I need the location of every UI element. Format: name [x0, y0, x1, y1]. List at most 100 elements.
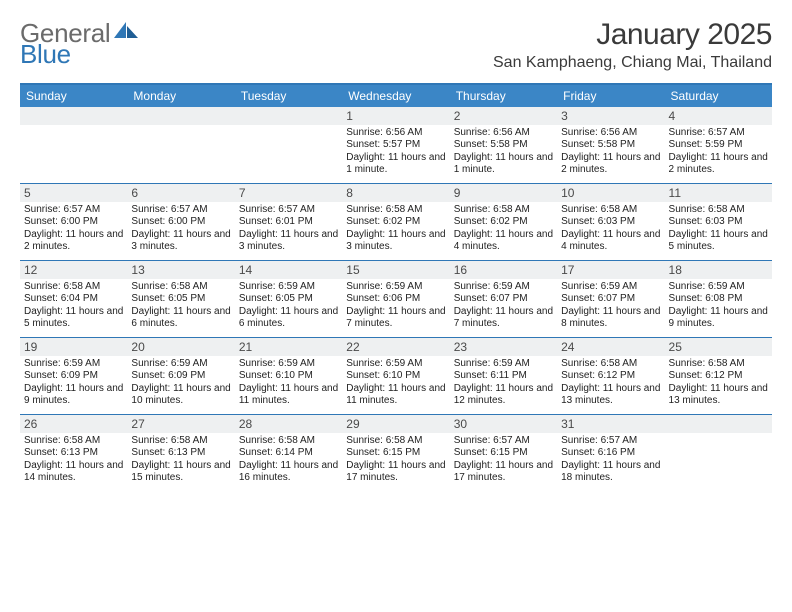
day-cell: 28Sunrise: 6:58 AMSunset: 6:14 PMDayligh…: [235, 415, 342, 491]
day-body: Sunrise: 6:58 AMSunset: 6:12 PMDaylight:…: [557, 356, 664, 414]
sunset-line: Sunset: 6:02 PM: [454, 216, 553, 229]
day-cell: 10Sunrise: 6:58 AMSunset: 6:03 PMDayligh…: [557, 184, 664, 260]
daylight-line: Daylight: 11 hours and 5 minutes.: [24, 306, 123, 331]
day-number: [20, 107, 127, 125]
day-number: 2: [450, 107, 557, 125]
daylight-line: Daylight: 11 hours and 5 minutes.: [669, 229, 768, 254]
day-body: Sunrise: 6:59 AMSunset: 6:11 PMDaylight:…: [450, 356, 557, 414]
day-number: 29: [342, 415, 449, 433]
week-row: 19Sunrise: 6:59 AMSunset: 6:09 PMDayligh…: [20, 337, 772, 414]
day-cell: 26Sunrise: 6:58 AMSunset: 6:13 PMDayligh…: [20, 415, 127, 491]
day-number: 31: [557, 415, 664, 433]
day-body: [665, 433, 772, 485]
sunrise-line: Sunrise: 6:59 AM: [454, 358, 553, 371]
dow-saturday: Saturday: [665, 85, 772, 107]
sunrise-line: Sunrise: 6:58 AM: [131, 435, 230, 448]
day-cell: [665, 415, 772, 491]
month-title: January 2025: [493, 18, 772, 52]
daylight-line: Daylight: 11 hours and 13 minutes.: [669, 383, 768, 408]
daylight-line: Daylight: 11 hours and 3 minutes.: [346, 229, 445, 254]
daylight-line: Daylight: 11 hours and 1 minute.: [346, 152, 445, 177]
daylight-line: Daylight: 11 hours and 13 minutes.: [561, 383, 660, 408]
dow-wednesday: Wednesday: [342, 85, 449, 107]
dow-tuesday: Tuesday: [235, 85, 342, 107]
sunset-line: Sunset: 6:07 PM: [454, 293, 553, 306]
daylight-line: Daylight: 11 hours and 7 minutes.: [346, 306, 445, 331]
day-cell: 29Sunrise: 6:58 AMSunset: 6:15 PMDayligh…: [342, 415, 449, 491]
brand-part2: Blue: [20, 39, 71, 69]
day-body: Sunrise: 6:56 AMSunset: 5:58 PMDaylight:…: [450, 125, 557, 183]
day-cell: 7Sunrise: 6:57 AMSunset: 6:01 PMDaylight…: [235, 184, 342, 260]
daylight-line: Daylight: 11 hours and 9 minutes.: [24, 383, 123, 408]
daylight-line: Daylight: 11 hours and 11 minutes.: [346, 383, 445, 408]
day-body: Sunrise: 6:57 AMSunset: 6:00 PMDaylight:…: [20, 202, 127, 260]
day-number: 16: [450, 261, 557, 279]
sunset-line: Sunset: 5:58 PM: [454, 139, 553, 152]
day-body: Sunrise: 6:59 AMSunset: 6:08 PMDaylight:…: [665, 279, 772, 337]
day-body: Sunrise: 6:56 AMSunset: 5:58 PMDaylight:…: [557, 125, 664, 183]
day-cell: 14Sunrise: 6:59 AMSunset: 6:05 PMDayligh…: [235, 261, 342, 337]
sunset-line: Sunset: 5:59 PM: [669, 139, 768, 152]
sunrise-line: Sunrise: 6:59 AM: [669, 281, 768, 294]
daylight-line: Daylight: 11 hours and 2 minutes.: [561, 152, 660, 177]
sunset-line: Sunset: 6:02 PM: [346, 216, 445, 229]
day-body: Sunrise: 6:57 AMSunset: 5:59 PMDaylight:…: [665, 125, 772, 183]
day-number: 13: [127, 261, 234, 279]
sunrise-line: Sunrise: 6:56 AM: [454, 127, 553, 140]
sunset-line: Sunset: 6:11 PM: [454, 370, 553, 383]
daylight-line: Daylight: 11 hours and 10 minutes.: [131, 383, 230, 408]
day-body: Sunrise: 6:58 AMSunset: 6:14 PMDaylight:…: [235, 433, 342, 491]
sunrise-line: Sunrise: 6:57 AM: [239, 204, 338, 217]
day-number: 30: [450, 415, 557, 433]
daylight-line: Daylight: 11 hours and 11 minutes.: [239, 383, 338, 408]
week-row: 26Sunrise: 6:58 AMSunset: 6:13 PMDayligh…: [20, 414, 772, 491]
day-body: Sunrise: 6:58 AMSunset: 6:02 PMDaylight:…: [342, 202, 449, 260]
day-number: 1: [342, 107, 449, 125]
daylight-line: Daylight: 11 hours and 8 minutes.: [561, 306, 660, 331]
day-number: [127, 107, 234, 125]
sunset-line: Sunset: 6:12 PM: [561, 370, 660, 383]
day-body: [235, 125, 342, 177]
week-row: 5Sunrise: 6:57 AMSunset: 6:00 PMDaylight…: [20, 183, 772, 260]
day-cell: 19Sunrise: 6:59 AMSunset: 6:09 PMDayligh…: [20, 338, 127, 414]
day-body: Sunrise: 6:58 AMSunset: 6:05 PMDaylight:…: [127, 279, 234, 337]
daylight-line: Daylight: 11 hours and 12 minutes.: [454, 383, 553, 408]
day-body: [20, 125, 127, 177]
day-cell: 5Sunrise: 6:57 AMSunset: 6:00 PMDaylight…: [20, 184, 127, 260]
day-cell: 21Sunrise: 6:59 AMSunset: 6:10 PMDayligh…: [235, 338, 342, 414]
day-number: [665, 415, 772, 433]
sunrise-line: Sunrise: 6:58 AM: [669, 204, 768, 217]
day-body: Sunrise: 6:57 AMSunset: 6:01 PMDaylight:…: [235, 202, 342, 260]
day-cell: 31Sunrise: 6:57 AMSunset: 6:16 PMDayligh…: [557, 415, 664, 491]
day-cell: 25Sunrise: 6:58 AMSunset: 6:12 PMDayligh…: [665, 338, 772, 414]
sunrise-line: Sunrise: 6:59 AM: [454, 281, 553, 294]
week-row: 1Sunrise: 6:56 AMSunset: 5:57 PMDaylight…: [20, 107, 772, 183]
sunrise-line: Sunrise: 6:56 AM: [346, 127, 445, 140]
day-body: Sunrise: 6:57 AMSunset: 6:15 PMDaylight:…: [450, 433, 557, 491]
day-number: 6: [127, 184, 234, 202]
sunrise-line: Sunrise: 6:57 AM: [454, 435, 553, 448]
day-body: Sunrise: 6:58 AMSunset: 6:03 PMDaylight:…: [665, 202, 772, 260]
day-number: 8: [342, 184, 449, 202]
sunrise-line: Sunrise: 6:58 AM: [561, 358, 660, 371]
sunrise-line: Sunrise: 6:59 AM: [239, 358, 338, 371]
day-body: Sunrise: 6:58 AMSunset: 6:02 PMDaylight:…: [450, 202, 557, 260]
daylight-line: Daylight: 11 hours and 1 minute.: [454, 152, 553, 177]
dow-row: Sunday Monday Tuesday Wednesday Thursday…: [20, 85, 772, 107]
day-number: [235, 107, 342, 125]
daylight-line: Daylight: 11 hours and 6 minutes.: [239, 306, 338, 331]
day-cell: 22Sunrise: 6:59 AMSunset: 6:10 PMDayligh…: [342, 338, 449, 414]
daylight-line: Daylight: 11 hours and 4 minutes.: [454, 229, 553, 254]
sunset-line: Sunset: 6:00 PM: [131, 216, 230, 229]
sunset-line: Sunset: 6:13 PM: [24, 447, 123, 460]
sunrise-line: Sunrise: 6:57 AM: [24, 204, 123, 217]
day-cell: 27Sunrise: 6:58 AMSunset: 6:13 PMDayligh…: [127, 415, 234, 491]
sunrise-line: Sunrise: 6:57 AM: [561, 435, 660, 448]
daylight-line: Daylight: 11 hours and 4 minutes.: [561, 229, 660, 254]
sunset-line: Sunset: 6:14 PM: [239, 447, 338, 460]
day-cell: 6Sunrise: 6:57 AMSunset: 6:00 PMDaylight…: [127, 184, 234, 260]
sunset-line: Sunset: 6:03 PM: [669, 216, 768, 229]
day-number: 12: [20, 261, 127, 279]
daylight-line: Daylight: 11 hours and 16 minutes.: [239, 460, 338, 485]
day-cell: 16Sunrise: 6:59 AMSunset: 6:07 PMDayligh…: [450, 261, 557, 337]
